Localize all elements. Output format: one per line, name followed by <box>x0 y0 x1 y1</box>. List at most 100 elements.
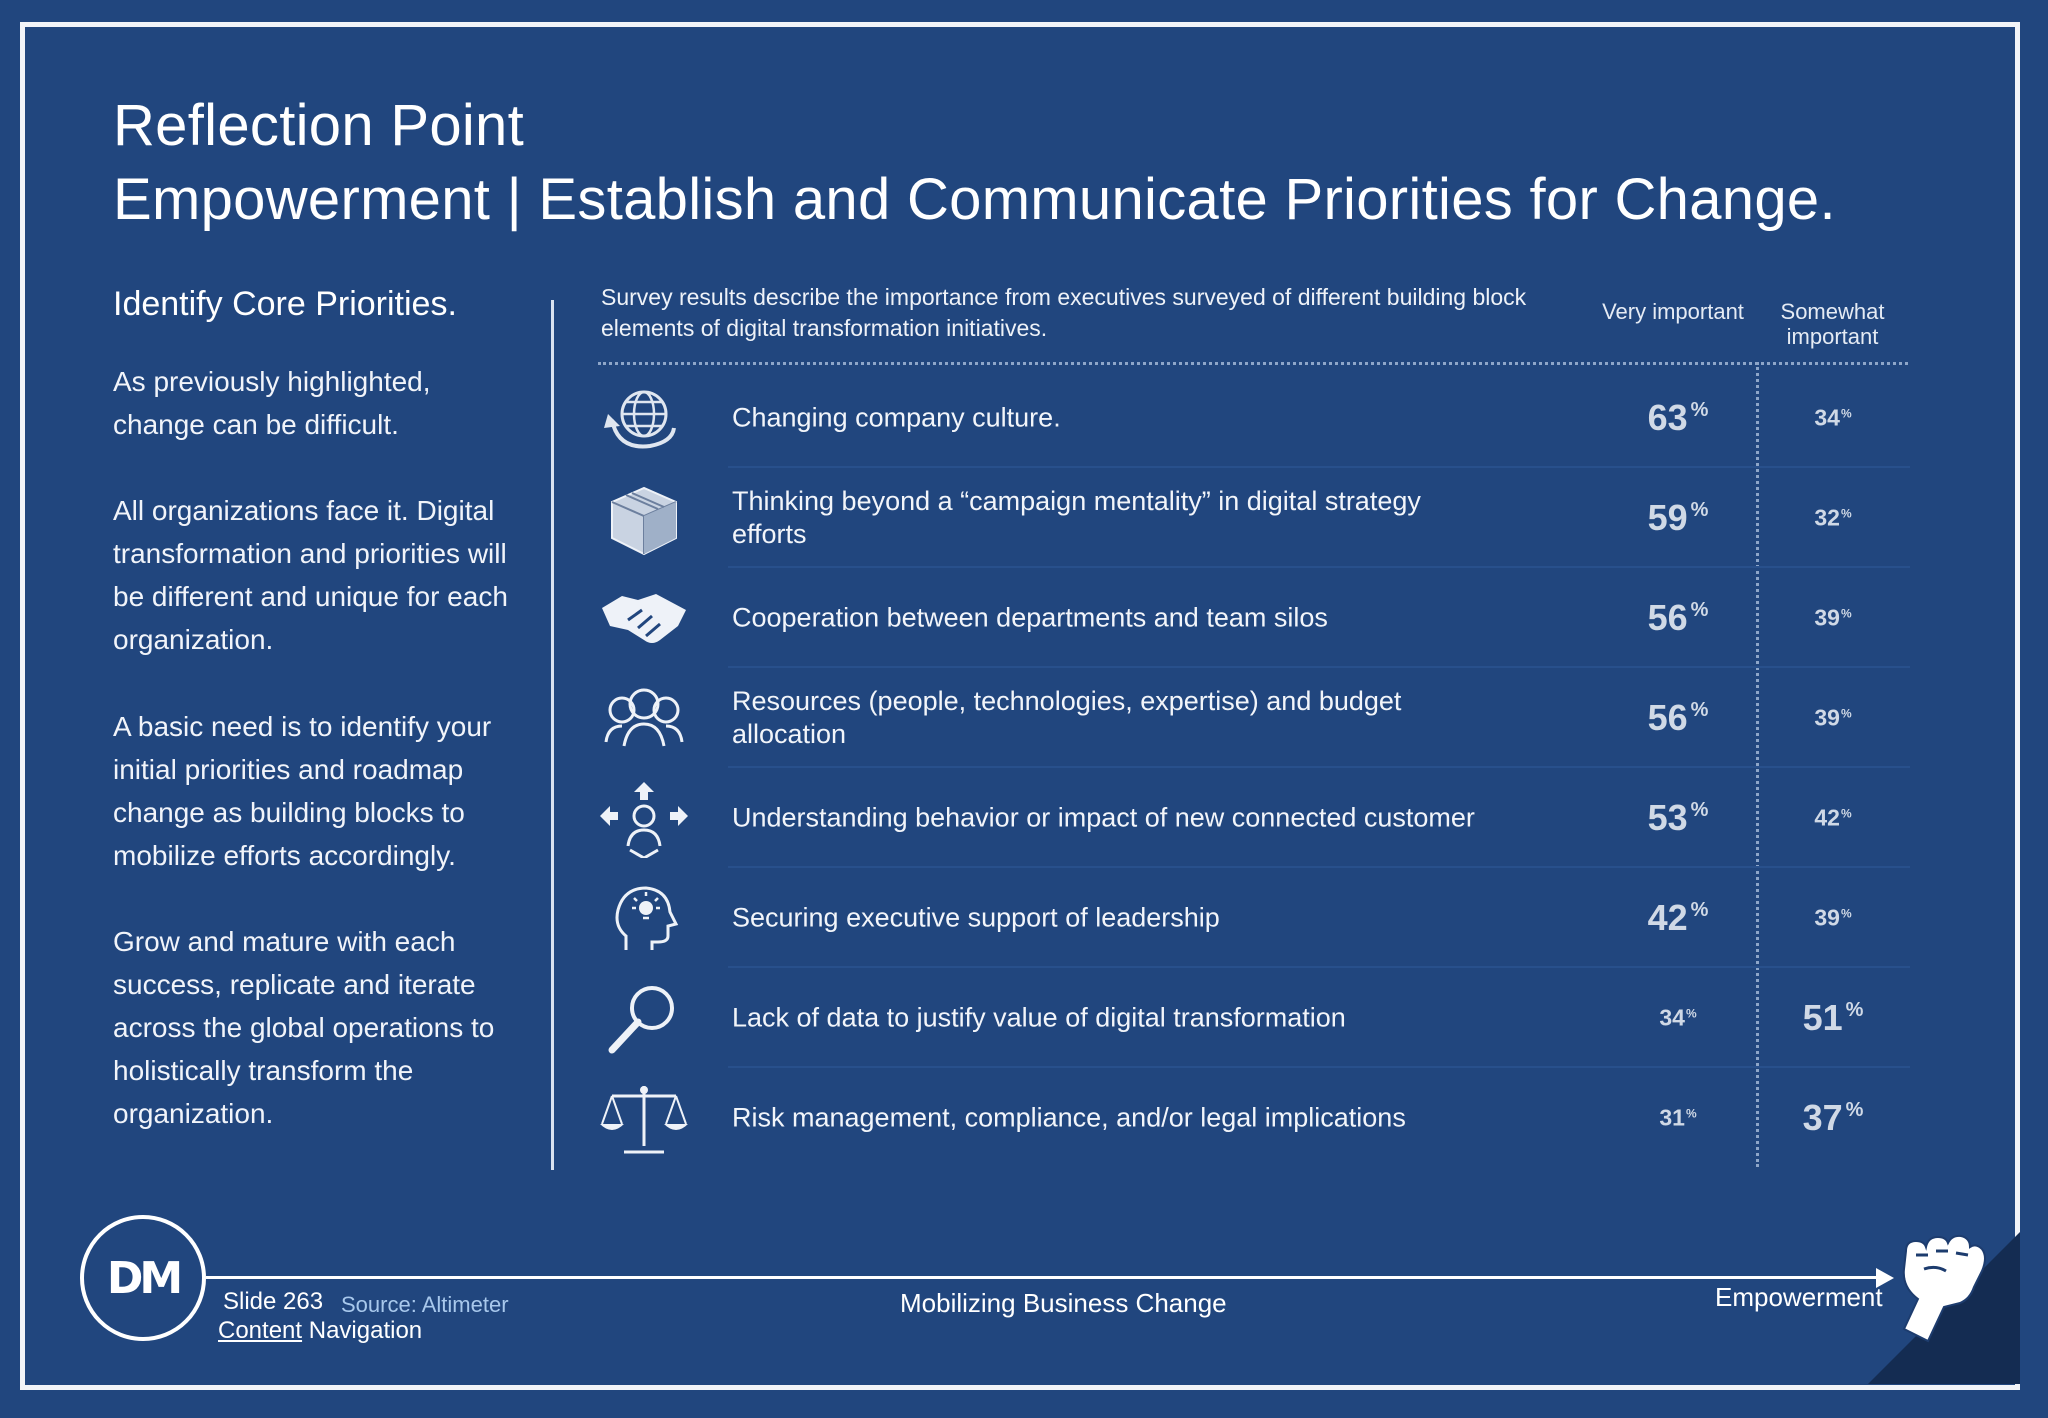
column-header-very-important: Very important <box>1602 299 1744 324</box>
title-line-1: Reflection Point <box>113 93 525 158</box>
very-important-value: 34% <box>1608 1005 1748 1032</box>
value-number: 39 <box>1814 704 1840 731</box>
scales-icon <box>598 1080 690 1158</box>
value-number: 39 <box>1814 604 1840 631</box>
logo-text: DM <box>106 1253 183 1304</box>
dm-logo[interactable]: DM <box>80 1215 206 1341</box>
somewhat-important-value: 39% <box>1763 605 1903 632</box>
left-paragraph: Grow and mature with each success, repli… <box>113 926 495 1129</box>
row-label: Cooperation between departments and team… <box>732 602 1328 633</box>
survey-row: Securing executive support of leadership… <box>598 868 1910 968</box>
content-link[interactable]: Content <box>218 1317 303 1344</box>
percent-sign: % <box>1690 499 1709 521</box>
survey-row: Resources (people, technologies, experti… <box>598 668 1910 768</box>
row-divider <box>728 566 1910 568</box>
column-divider <box>551 300 554 1170</box>
handshake-icon <box>598 580 690 658</box>
somewhat-important-value: 39% <box>1763 705 1903 732</box>
value-number: 42 <box>1647 897 1688 938</box>
somewhat-important-value: 42% <box>1763 805 1903 832</box>
footer-title: Mobilizing Business Change <box>900 1288 1227 1318</box>
very-important-value: 59% <box>1608 497 1748 539</box>
row-label: Understanding behavior or impact of new … <box>732 802 1475 833</box>
very-important-value: 56% <box>1608 597 1748 639</box>
navigation-label: Navigation <box>302 1317 423 1344</box>
survey-row: Cooperation between departments and team… <box>598 568 1910 668</box>
value-number: 31 <box>1659 1104 1685 1131</box>
value-number: 51 <box>1802 997 1843 1038</box>
magnifier-icon <box>598 980 690 1058</box>
very-important-value: 63% <box>1608 397 1748 439</box>
percent-sign: % <box>1840 906 1852 921</box>
percent-sign: % <box>1690 899 1709 921</box>
value-number: 59 <box>1647 497 1688 538</box>
value-number: 34 <box>1659 1004 1685 1031</box>
percent-sign: % <box>1690 599 1709 621</box>
content-navigation: Content Navigation <box>218 1317 422 1345</box>
customer-arrows-icon <box>598 780 690 858</box>
somewhat-important-value: 51% <box>1763 997 1903 1039</box>
row-divider <box>728 866 1910 868</box>
percent-sign: % <box>1685 1006 1697 1021</box>
footer-section: Empowerment <box>1715 1282 1883 1312</box>
value-number: 56 <box>1647 597 1688 638</box>
percent-sign: % <box>1690 399 1709 421</box>
value-number: 63 <box>1647 397 1688 438</box>
percent-sign: % <box>1845 1099 1864 1121</box>
value-number: 53 <box>1647 797 1688 838</box>
left-heading: Identify Core Priorities. <box>113 285 457 323</box>
header-divider <box>598 362 1908 365</box>
very-important-value: 53% <box>1608 797 1748 839</box>
left-paragraph: A basic need is to identify your initial… <box>113 711 492 871</box>
row-divider <box>728 466 1910 468</box>
box-icon <box>598 480 690 558</box>
row-label: Securing executive support of leadership <box>732 902 1220 933</box>
row-divider <box>728 766 1910 768</box>
value-number: 32 <box>1814 504 1840 531</box>
row-label: Lack of data to justify value of digital… <box>732 1002 1346 1033</box>
left-paragraph: All organizations face it. Digital trans… <box>113 495 508 655</box>
percent-sign: % <box>1690 699 1709 721</box>
somewhat-important-value: 32% <box>1763 505 1903 532</box>
value-number: 42 <box>1814 804 1840 831</box>
somewhat-important-value: 34% <box>1763 405 1903 432</box>
very-important-value: 42% <box>1608 897 1748 939</box>
fist-icon[interactable] <box>1884 1225 1994 1345</box>
survey-row: Understanding behavior or impact of new … <box>598 768 1910 868</box>
row-divider <box>728 966 1910 968</box>
people-icon <box>598 680 690 758</box>
row-label: Changing company culture. <box>732 402 1061 433</box>
value-number: 37 <box>1802 1097 1843 1138</box>
survey-intro: Survey results describe the importance f… <box>601 284 1527 341</box>
slide-number: Slide 263 <box>223 1288 324 1315</box>
title-line-2: Empowerment | Establish and Communicate … <box>113 167 1836 232</box>
percent-sign: % <box>1840 506 1852 521</box>
value-number: 56 <box>1647 697 1688 738</box>
survey-row: Risk management, compliance, and/or lega… <box>598 1068 1910 1168</box>
value-column-divider <box>1756 362 1759 1167</box>
progress-line <box>206 1276 1882 1279</box>
percent-sign: % <box>1840 606 1852 621</box>
globe-icon <box>598 380 690 458</box>
percent-sign: % <box>1685 1106 1697 1121</box>
row-label: Resources (people, technologies, experti… <box>732 686 1402 749</box>
survey-row: Lack of data to justify value of digital… <box>598 968 1910 1068</box>
percent-sign: % <box>1840 806 1852 821</box>
very-important-value: 31% <box>1608 1105 1748 1132</box>
percent-sign: % <box>1690 799 1709 821</box>
somewhat-important-value: 39% <box>1763 905 1903 932</box>
row-divider <box>728 666 1910 668</box>
head-lightbulb-icon <box>598 880 690 958</box>
value-number: 34 <box>1814 404 1840 431</box>
percent-sign: % <box>1840 706 1852 721</box>
very-important-value: 56% <box>1608 697 1748 739</box>
row-label: Thinking beyond a “campaign mentality” i… <box>732 486 1421 549</box>
column-header-somewhat-important: Somewhat important <box>1780 299 1885 349</box>
row-divider <box>728 1066 1910 1068</box>
row-label: Risk management, compliance, and/or lega… <box>732 1102 1406 1133</box>
survey-row: Thinking beyond a “campaign mentality” i… <box>598 468 1910 568</box>
value-number: 39 <box>1814 904 1840 931</box>
left-paragraph: As previously highlighted, change can be… <box>113 366 431 440</box>
percent-sign: % <box>1845 999 1864 1021</box>
